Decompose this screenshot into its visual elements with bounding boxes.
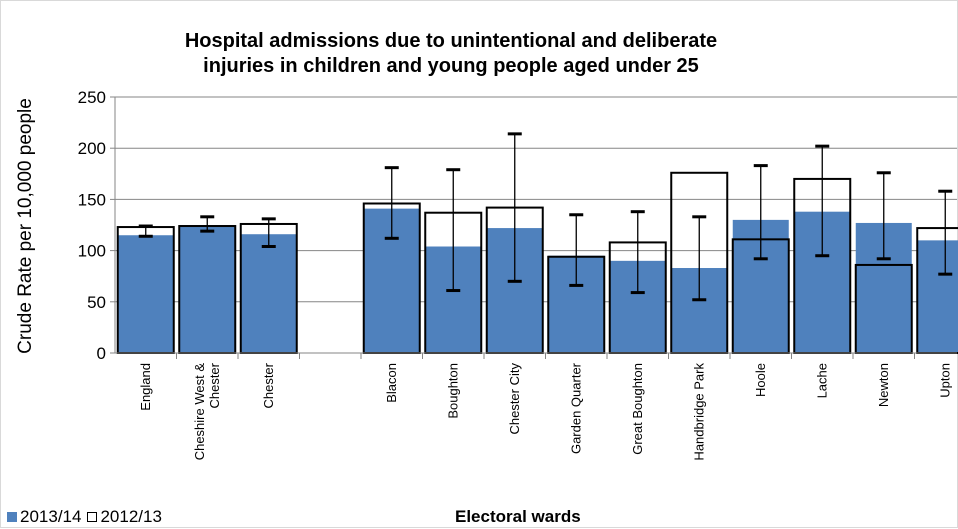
x-tick-label-lache: Lache — [814, 363, 829, 398]
bar-2013-14-cheshire-west-chester — [179, 225, 236, 353]
x-tick-label-boughton: Boughton — [445, 363, 460, 419]
x-tick-label-chester-city: Chester City — [507, 363, 522, 435]
bar-2013-14-chester — [240, 234, 297, 353]
x-tick-label-blacon: Blacon — [384, 363, 399, 403]
x-tick-label-cheshire-west-chester: Cheshire West &Chester — [192, 362, 222, 460]
bar-2013-14-england — [117, 235, 174, 353]
x-axis-title: Electoral wards — [455, 507, 581, 526]
y-tick-label-50: 50 — [87, 293, 106, 312]
x-tick-label-hoole: Hoole — [753, 363, 768, 397]
legend-label-2013-14: 2013/14 — [20, 507, 82, 526]
chart-title: Hospital admissions due to unintentional… — [61, 29, 841, 79]
x-tick-label-upton: Upton — [937, 363, 952, 398]
x-tick-label-england: England — [138, 363, 153, 411]
y-tick-label-200: 200 — [78, 139, 106, 158]
legend: 2013/14 2012/13 — [7, 507, 168, 527]
x-tick-label-great-boughton: Great Boughton — [630, 363, 645, 455]
legend-label-2012-13: 2012/13 — [100, 507, 162, 526]
legend-swatch-2013-14 — [7, 512, 17, 522]
y-tick-label-150: 150 — [78, 190, 106, 209]
legend-item-2012-13: 2012/13 — [87, 507, 162, 527]
chart-title-line-1: Hospital admissions due to unintentional… — [184, 30, 718, 52]
y-tick-label-100: 100 — [78, 242, 106, 261]
y-tick-label-0: 0 — [97, 344, 106, 363]
chart-title-line-2: injuries in children and young people ag… — [203, 55, 699, 77]
legend-swatch-2012-13 — [87, 512, 98, 522]
x-tick-label-newton: Newton — [876, 363, 891, 407]
legend-item-2013-14: 2013/14 — [7, 507, 81, 527]
x-tick-label-garden-quarter: Garden Quarter — [568, 362, 583, 454]
x-tick-label-handbridge-park: Handbridge Park — [691, 363, 706, 461]
y-tick-label-250: 250 — [78, 88, 106, 107]
x-tick-label-chester: Chester — [261, 362, 276, 408]
bar-2013-14-upton — [917, 240, 958, 353]
